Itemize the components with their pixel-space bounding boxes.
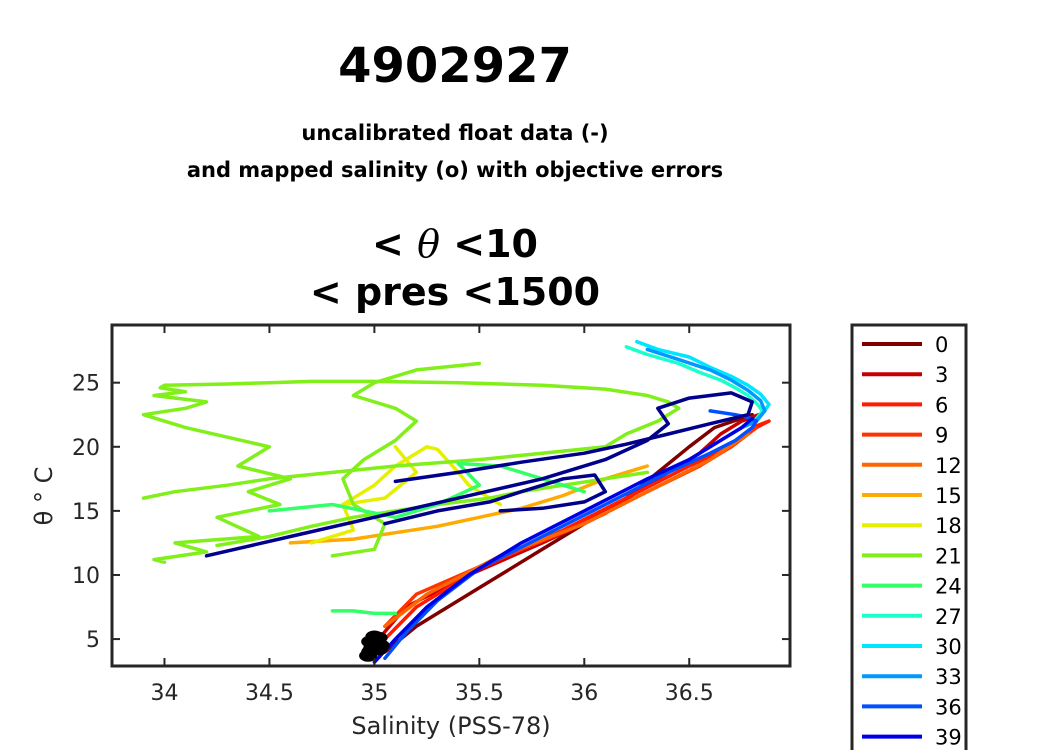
theta-range-prefix: <	[372, 222, 418, 266]
x-tick-label: 34.5	[245, 681, 294, 706]
series-line-24b	[267, 461, 587, 520]
x-tick-label: 35.5	[455, 681, 504, 706]
legend-box	[850, 323, 968, 750]
y-tick-label: 5	[86, 628, 100, 653]
mapped-salinity-point	[369, 643, 388, 656]
legend-label-0: 0	[935, 333, 948, 357]
y-tick-label: 25	[72, 372, 100, 397]
subtitle-line-2: and mapped salinity (o) with objective e…	[186, 158, 724, 182]
series-line-21	[141, 379, 681, 564]
series-line-15	[288, 464, 650, 545]
theta-symbol: θ	[417, 222, 440, 266]
y-axis-label: θ ° C	[30, 467, 58, 526]
legend-label-18: 18	[935, 514, 962, 538]
legend-label-36: 36	[935, 695, 962, 719]
legend-label-15: 15	[935, 484, 962, 508]
legend-label-3: 3	[935, 363, 948, 387]
plot-frame	[110, 323, 792, 668]
x-tick-label: 36.5	[665, 681, 714, 706]
series-line-0	[383, 412, 754, 654]
legend-label-39: 39	[935, 726, 962, 750]
legend-label-27: 27	[935, 605, 962, 629]
x-tick-label: 35	[360, 681, 388, 706]
series-line-12	[383, 432, 750, 629]
y-tick-label: 10	[72, 564, 100, 589]
series-line-27	[624, 345, 765, 421]
series-line-39	[372, 416, 754, 664]
legend-label-30: 30	[935, 635, 962, 659]
main-title: 4902927	[338, 38, 572, 94]
series-line-3	[376, 412, 761, 641]
series-line-6	[383, 419, 771, 641]
pressure-range-title: < pres <1500	[309, 270, 601, 314]
theta-range-suffix: <10	[440, 222, 538, 266]
legend-label-21: 21	[935, 544, 962, 568]
y-tick-label: 15	[72, 500, 100, 525]
x-tick-label: 36	[570, 681, 598, 706]
series-line-18	[309, 445, 503, 545]
legend-label-9: 9	[935, 424, 948, 448]
y-tick-label: 20	[72, 436, 100, 461]
x-axis-label: Salinity (PSS-78)	[351, 712, 550, 740]
series-line-42b	[383, 473, 608, 526]
legend-label-33: 33	[935, 665, 962, 689]
x-tick-label: 34	[150, 681, 178, 706]
theta-range-title: < θ <10	[0, 222, 910, 266]
series-line-24	[330, 609, 398, 616]
mapped-salinity-point	[365, 630, 384, 643]
series-line-33	[645, 347, 767, 436]
series-line-36	[383, 409, 759, 661]
legend-label-6: 6	[935, 393, 948, 417]
legend-label-24: 24	[935, 575, 962, 599]
series-line-42	[204, 391, 754, 558]
legend-label-12: 12	[935, 454, 962, 478]
series-line-18b	[341, 445, 419, 507]
subtitle-line-1: uncalibrated float data (-)	[301, 121, 609, 145]
